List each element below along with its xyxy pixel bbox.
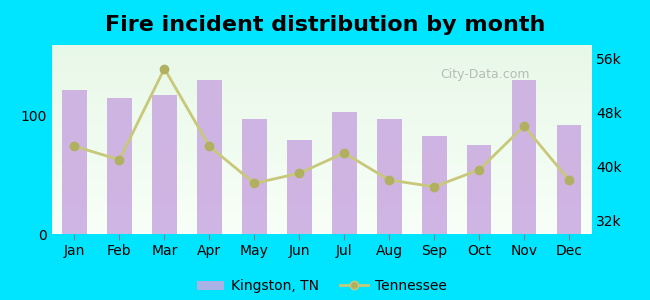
Bar [107,98,132,234]
Bar [242,119,266,234]
Bar [62,90,87,234]
Bar [287,140,311,234]
Bar [422,136,447,234]
Text: Fire incident distribution by month: Fire incident distribution by month [105,15,545,35]
Bar [197,80,222,234]
Bar [332,112,357,234]
Legend: Kingston, TN, Tennessee: Kingston, TN, Tennessee [191,274,452,299]
Bar [467,146,491,234]
Text: City-Data.com: City-Data.com [441,68,530,81]
Bar [377,119,402,234]
Bar [556,125,581,234]
Bar [512,80,536,234]
Bar [152,94,177,234]
